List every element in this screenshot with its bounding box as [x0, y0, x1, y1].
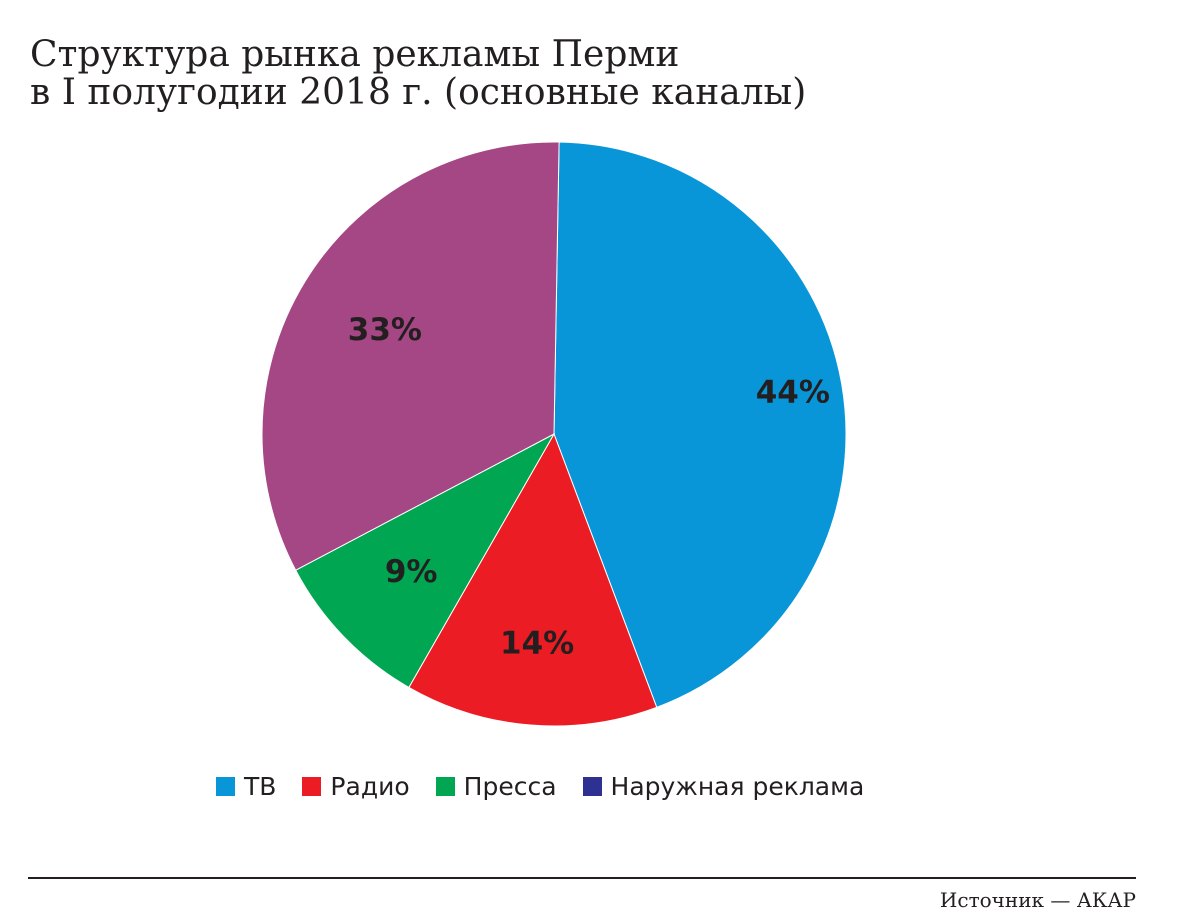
- legend-swatch-radio: [302, 777, 322, 796]
- pie-slice-labels: 44% 14% 9% 33%: [348, 312, 830, 662]
- pie-chart: 44% 14% 9% 33%: [261, 141, 847, 727]
- legend-label-press: Пресса: [463, 772, 557, 801]
- pie-label-tv: 44%: [756, 375, 830, 411]
- pie-slice-outdoor: [261, 141, 560, 571]
- legend-swatch-tv: [216, 777, 235, 796]
- legend-swatch-outdoor: [582, 777, 602, 796]
- chart-title: Структура рынка рекламы Перми в I полуго…: [30, 36, 806, 112]
- legend-item-tv: ТВ: [216, 772, 276, 801]
- pie-slice-radio: [408, 432, 658, 727]
- legend-item-radio: Радио: [302, 772, 410, 801]
- pie-label-press: 9%: [385, 554, 438, 590]
- chart-title-line-2: в I полугодии 2018 г. (основные каналы): [30, 72, 807, 113]
- legend-label-radio: Радио: [330, 772, 410, 801]
- legend-item-press: Пресса: [435, 772, 557, 801]
- chart-legend: ТВ Радио Пресса Наружная реклама: [216, 772, 890, 801]
- pie-slice-tv: [553, 141, 847, 708]
- pie-slices: [261, 141, 847, 727]
- legend-label-tv: ТВ: [244, 772, 277, 801]
- pie-label-radio: 14%: [500, 626, 574, 662]
- source-note: Источник — АКАР: [939, 888, 1136, 912]
- footer-divider: [28, 877, 1136, 879]
- pie-slice-press: [295, 432, 556, 689]
- legend-item-outdoor: Наружная реклама: [582, 772, 865, 801]
- chart-title-line-1: Структура рынка рекламы Перми: [30, 34, 680, 75]
- legend-swatch-press: [435, 777, 455, 796]
- legend-label-outdoor: Наружная реклама: [610, 772, 865, 801]
- pie-label-outdoor: 33%: [348, 312, 422, 348]
